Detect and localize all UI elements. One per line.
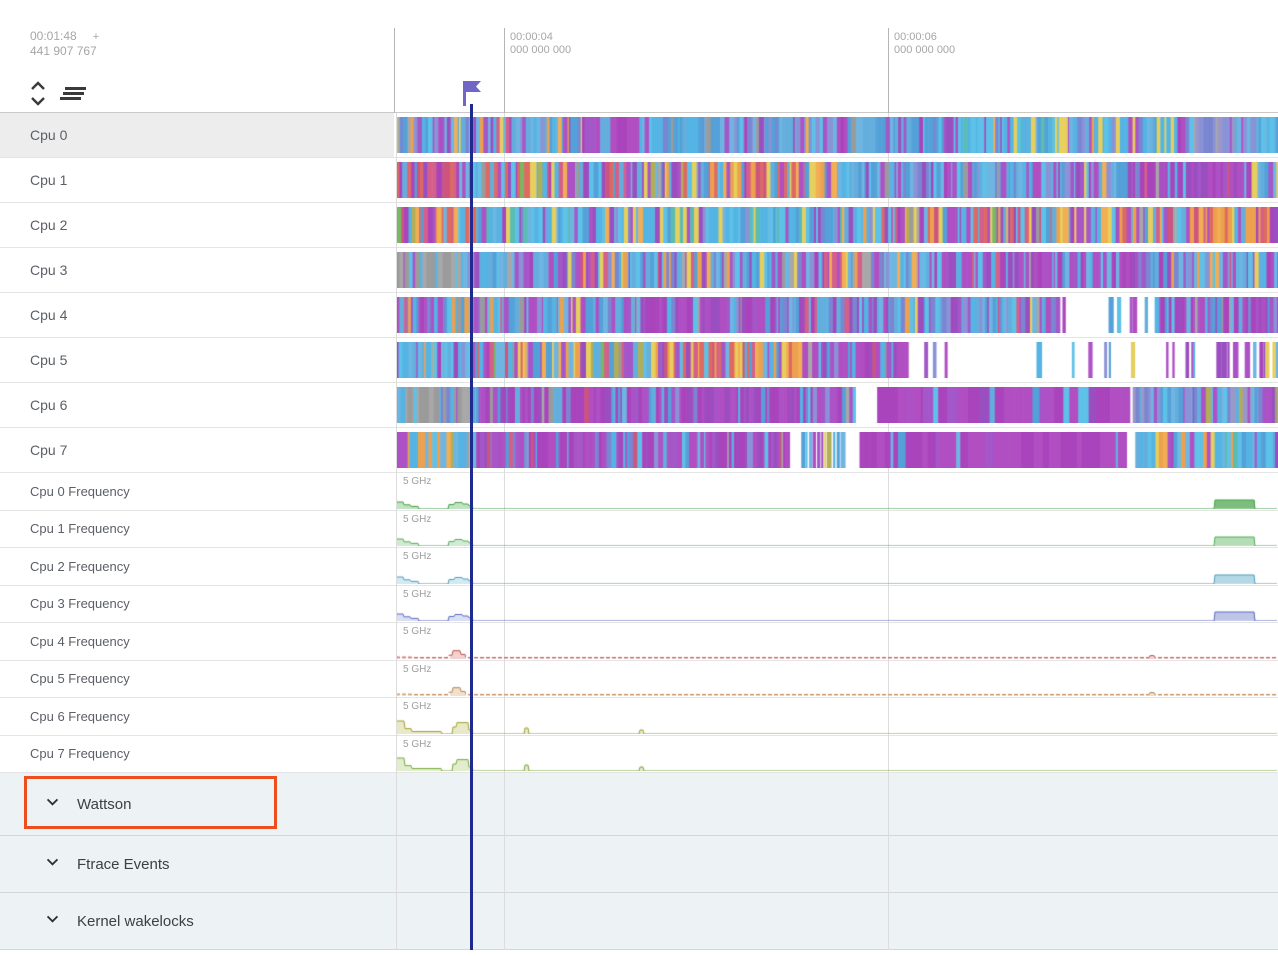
track-label-cpu-2-frequency[interactable]: Cpu 2 Frequency [30, 558, 130, 574]
freq-counter-cpu-5-frequency[interactable] [397, 679, 1278, 696]
bottom-filler [0, 950, 1278, 956]
ruler-boundary-line [394, 28, 395, 113]
track-label-cpu-7-frequency[interactable]: Cpu 7 Frequency [30, 746, 130, 762]
track-label-cpu-1[interactable]: Cpu 1 [30, 172, 68, 188]
ruler-tick-line [888, 28, 889, 113]
ruler-tick-line [504, 28, 505, 113]
freq-counter-cpu-2-frequency[interactable] [397, 566, 1278, 584]
group-label-wattson: Wattson [77, 795, 132, 813]
track-row-cpu-3-frequency[interactable]: Cpu 3 Frequency 5 GHz [0, 585, 1278, 623]
track-row-cpu-7-frequency[interactable]: Cpu 7 Frequency 5 GHz [0, 735, 1278, 773]
track-label-cpu-0-frequency[interactable]: Cpu 0 Frequency [30, 483, 130, 499]
track-row-cpu-4[interactable]: Cpu 4 [0, 293, 1278, 338]
track-label-cpu-0[interactable]: Cpu 0 [0, 113, 394, 157]
sched-track-cpu-3[interactable] [397, 252, 1278, 288]
freq-max-value-label: 5 GHz [403, 663, 432, 675]
freq-max-value-label: 5 GHz [403, 476, 432, 487]
timeline-cursor-line[interactable] [470, 104, 473, 950]
selection-time-seconds: 00:01:48 [30, 29, 77, 43]
selection-timestamp: 00:01:48 + 441 907 767 [30, 29, 99, 58]
group-row-kernel-wakelocks[interactable]: Kernel wakelocks [0, 893, 1278, 950]
track-label-cpu-6-frequency[interactable]: Cpu 6 Frequency [30, 708, 130, 724]
chevron-down-icon[interactable] [44, 853, 61, 875]
freq-counter-cpu-6-frequency[interactable] [397, 716, 1278, 734]
track-row-cpu-6-frequency[interactable]: Cpu 6 Frequency 5 GHz [0, 698, 1278, 736]
sched-track-cpu-5[interactable] [397, 342, 1278, 378]
sched-track-cpu-6[interactable] [397, 387, 1278, 423]
track-label-cpu-7[interactable]: Cpu 7 [30, 442, 68, 458]
freq-max-value-label: 5 GHz [403, 513, 432, 525]
group-label-ftrace-events: Ftrace Events [77, 855, 170, 873]
track-row-cpu-1-frequency[interactable]: Cpu 1 Frequency 5 GHz [0, 510, 1278, 548]
track-row-cpu-4-frequency[interactable]: Cpu 4 Frequency 5 GHz [0, 623, 1278, 661]
chevron-down-icon[interactable] [44, 910, 61, 932]
sched-track-cpu-0[interactable] [397, 117, 1278, 153]
track-label-cpu-6[interactable]: Cpu 6 [30, 397, 68, 413]
clear-all-bar [65, 87, 86, 90]
track-row-cpu-2[interactable]: Cpu 2 [0, 203, 1278, 248]
clear-all-icon[interactable] [60, 87, 86, 103]
track-label-cpu-3-frequency[interactable]: Cpu 3 Frequency [30, 596, 130, 612]
freq-counter-cpu-7-frequency[interactable] [397, 754, 1278, 771]
freq-max-value-label: 5 GHz [403, 738, 432, 750]
track-label-cpu-5[interactable]: Cpu 5 [30, 352, 68, 368]
sched-track-cpu-1[interactable] [397, 162, 1278, 198]
freq-max-value-label: 5 GHz [403, 626, 432, 637]
ruler-tick-label: 00:00:06 000 000 000 [894, 31, 956, 56]
track-row-cpu-7[interactable]: Cpu 7 [0, 428, 1278, 473]
track-row-cpu-0-frequency[interactable]: Cpu 0 Frequency 5 GHz [0, 473, 1278, 511]
freq-counter-cpu-4-frequency[interactable] [397, 641, 1278, 659]
timeline-ruler: 00:01:48 + 441 907 767 00:00:04 000 000 00… [0, 0, 1278, 113]
highlight-box [24, 776, 277, 829]
selection-time-nanos: 441 907 767 [30, 44, 97, 58]
track-label-cpu-2[interactable]: Cpu 2 [30, 217, 68, 233]
track-row-cpu-1[interactable]: Cpu 1 [0, 158, 1278, 203]
sched-track-cpu-2[interactable] [397, 207, 1278, 243]
selection-time-plus: + [92, 31, 100, 43]
track-list: Cpu 0 Cpu 1 Cpu 2 Cpu 3 Cpu 4 Cpu 5 Cpu 6 Cpu 7… [0, 113, 1278, 956]
freq-counter-cpu-3-frequency[interactable] [397, 604, 1278, 621]
freq-counter-cpu-1-frequency[interactable] [397, 529, 1278, 546]
track-label-cpu-4-frequency[interactable]: Cpu 4 Frequency [30, 633, 130, 649]
track-row-cpu-5-frequency[interactable]: Cpu 5 Frequency 5 GHz [0, 660, 1278, 698]
track-row-cpu-3[interactable]: Cpu 3 [0, 248, 1278, 293]
sched-track-cpu-7[interactable] [397, 432, 1278, 468]
clear-all-bar [60, 97, 81, 100]
group-row-ftrace-events[interactable]: Ftrace Events [0, 836, 1278, 893]
track-row-cpu-5[interactable]: Cpu 5 [0, 338, 1278, 383]
timeline-gridline [396, 113, 397, 950]
ruler-tick-label: 00:00:04 000 000 000 [510, 31, 572, 56]
track-label-cpu-5-frequency[interactable]: Cpu 5 Frequency [30, 671, 130, 687]
sched-track-cpu-4[interactable] [397, 297, 1278, 333]
clear-all-bar [62, 92, 84, 95]
group-row-wattson[interactable]: Wattson [0, 773, 1278, 836]
track-label-cpu-1-frequency[interactable]: Cpu 1 Frequency [30, 521, 130, 537]
track-row-cpu-0[interactable]: Cpu 0 [0, 113, 1278, 158]
track-label-cpu-3[interactable]: Cpu 3 [30, 262, 68, 278]
chevron-down-icon[interactable] [44, 793, 61, 815]
freq-max-value-label: 5 GHz [403, 701, 432, 712]
flag-marker-icon[interactable] [459, 79, 485, 107]
group-label-kernel-wakelocks: Kernel wakelocks [77, 912, 194, 930]
track-label-cpu-4[interactable]: Cpu 4 [30, 307, 68, 323]
freq-counter-cpu-0-frequency[interactable] [397, 491, 1278, 509]
freq-max-value-label: 5 GHz [403, 588, 432, 600]
track-row-cpu-2-frequency[interactable]: Cpu 2 Frequency 5 GHz [0, 548, 1278, 586]
track-row-cpu-6[interactable]: Cpu 6 [0, 383, 1278, 428]
freq-max-value-label: 5 GHz [403, 551, 432, 562]
unfold-more-icon[interactable] [28, 80, 48, 112]
